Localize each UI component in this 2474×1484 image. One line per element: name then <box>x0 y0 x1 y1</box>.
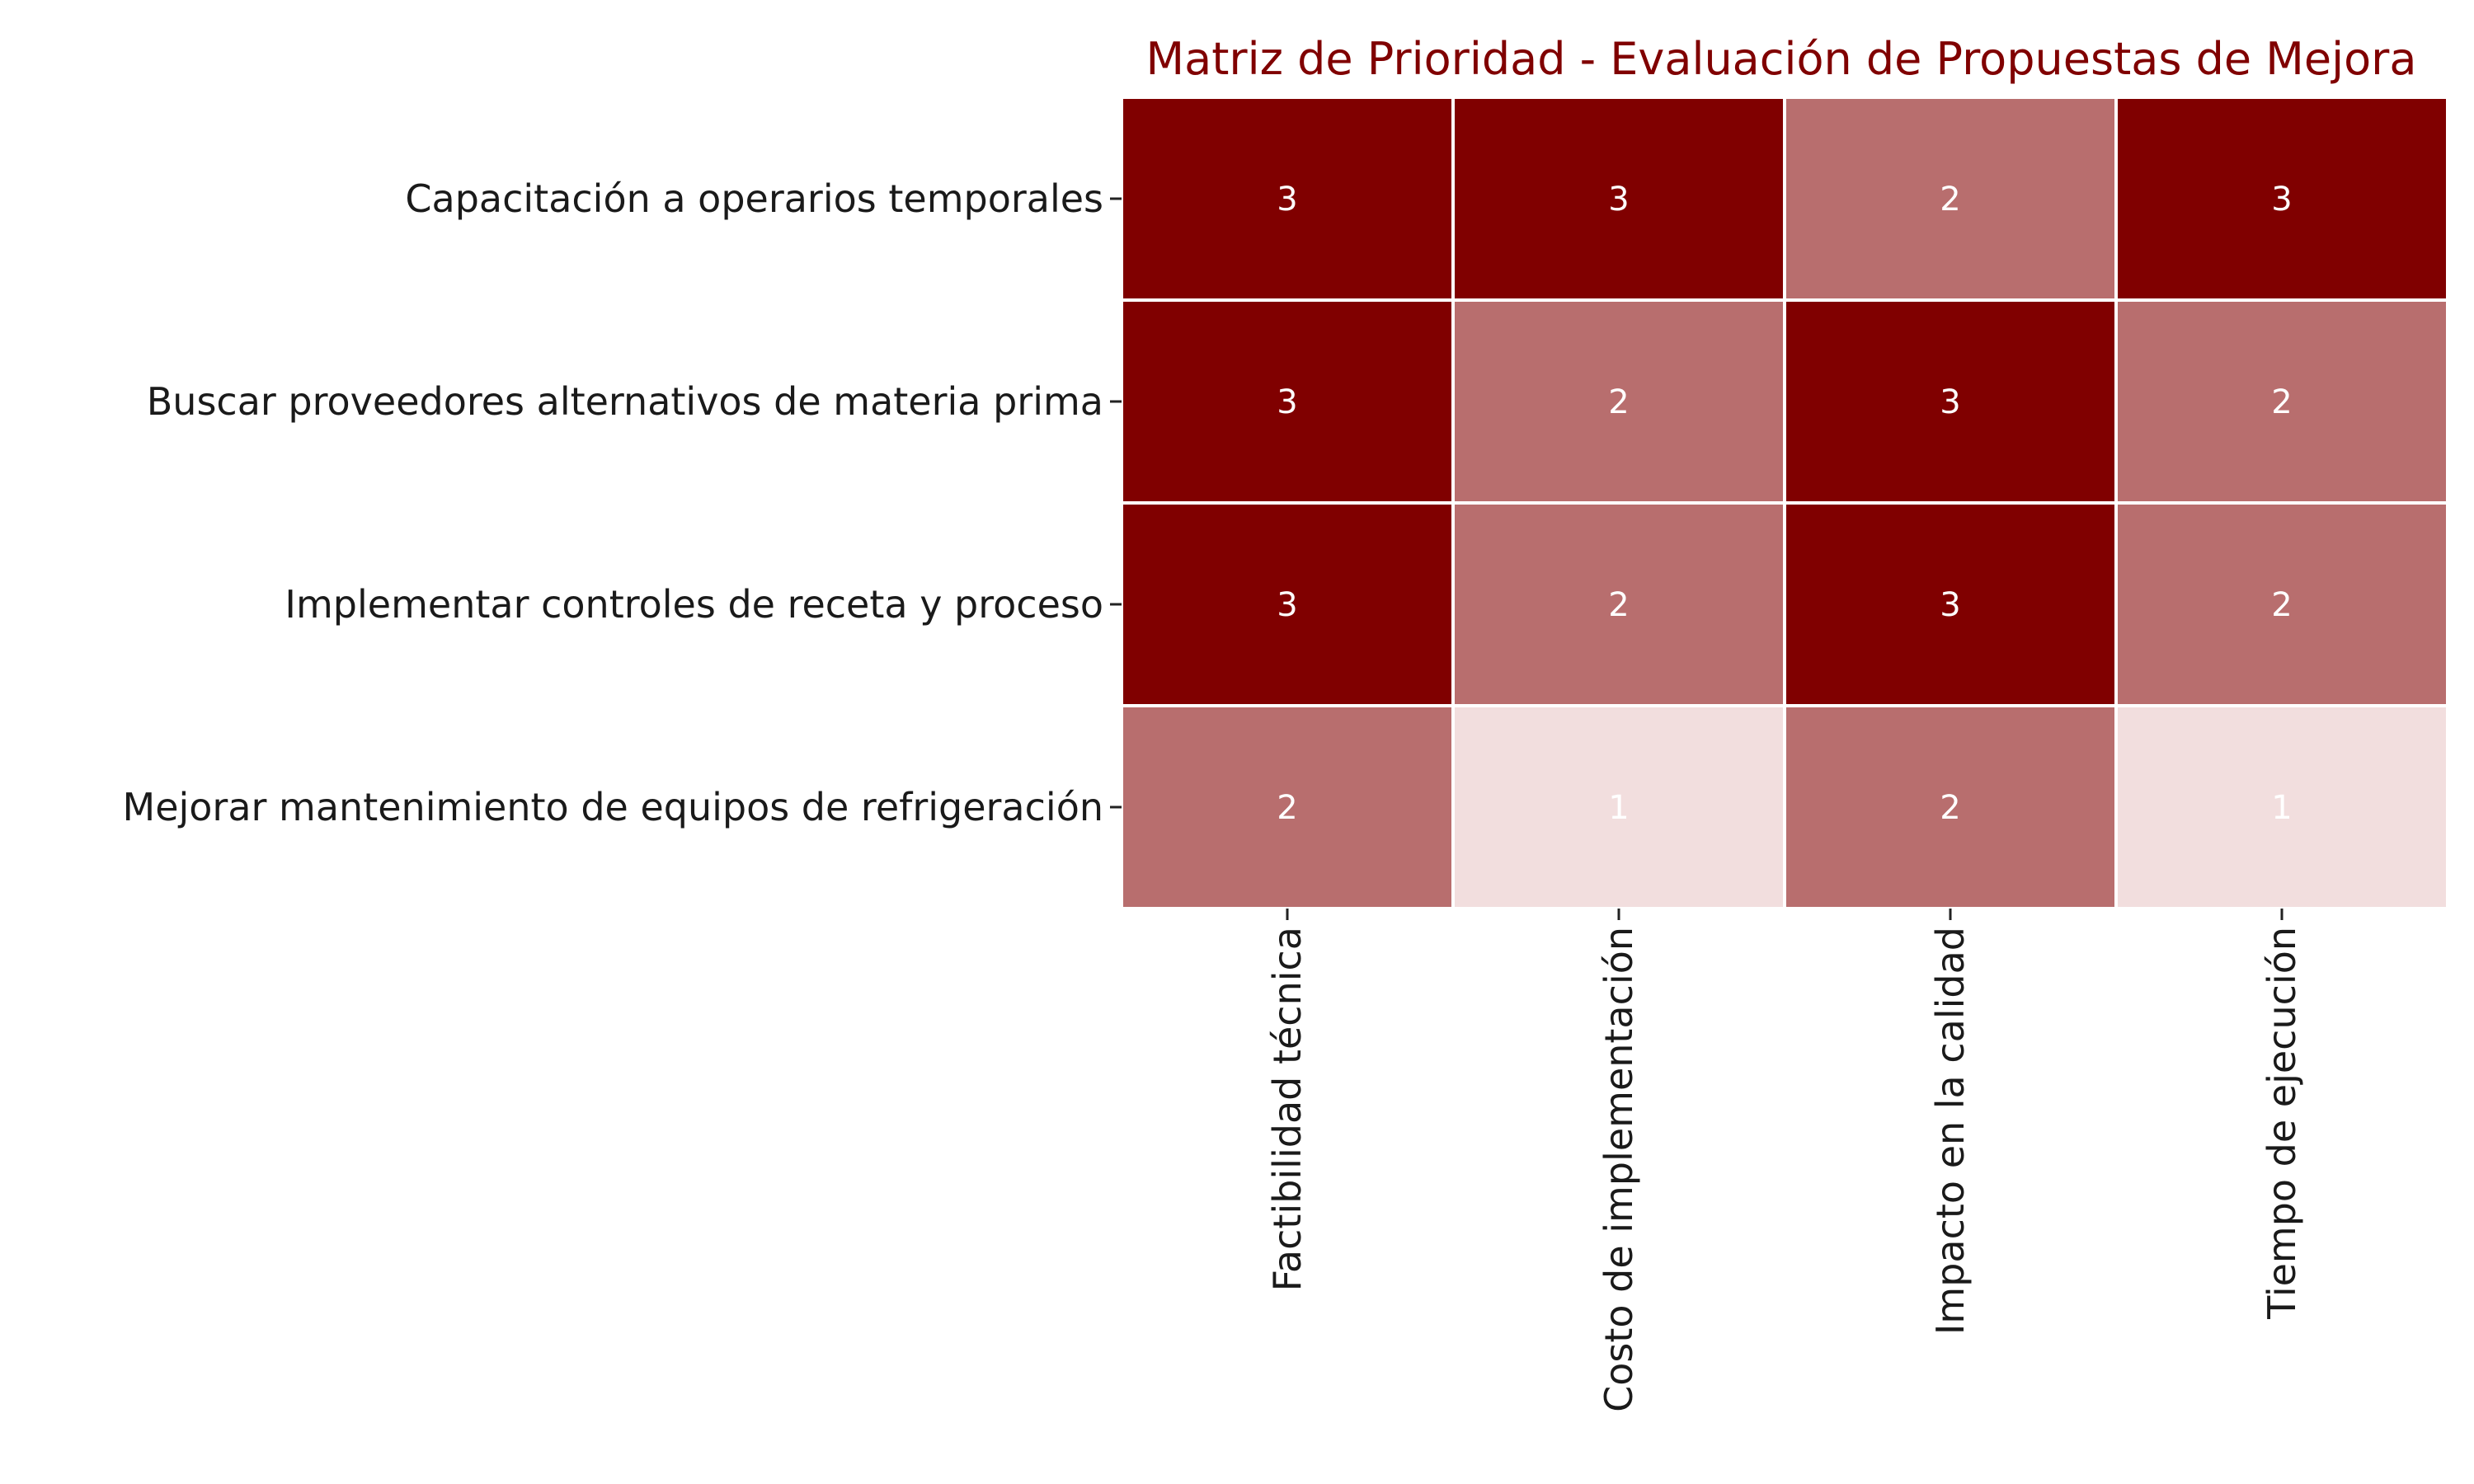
heatmap-cell <box>1451 96 1786 302</box>
heatmap-cell <box>1120 704 1455 910</box>
chart-title: Matriz de Prioridad - Evaluación de Prop… <box>1146 33 2417 85</box>
heatmap-cell <box>2114 96 2449 302</box>
cell-value-label: 3 <box>2271 181 2292 218</box>
y-tick-label: Capacitación a operarios temporales <box>405 176 1103 221</box>
y-tick-label: Buscar proveedores alternativos de mater… <box>147 379 1103 424</box>
cell-value-label: 3 <box>1277 181 1297 218</box>
cell-value-label: 2 <box>2271 383 2292 421</box>
x-axis: Factibilidad técnica Costo de implementac… <box>1265 909 2304 1412</box>
y-tick-label: Mejorar mantenimiento de equipos de refr… <box>123 785 1104 829</box>
heatmap-cell <box>1451 704 1786 910</box>
cell-value-label: 2 <box>2271 586 2292 624</box>
heatmap-cell <box>1120 298 1455 505</box>
cell-value-label: 1 <box>2271 789 2292 827</box>
heatmap-cells <box>1120 96 2449 910</box>
y-tick-label: Implementar controles de receta y proces… <box>285 582 1103 627</box>
cell-value-label: 2 <box>1608 586 1629 624</box>
cell-value-label: 2 <box>1277 789 1297 827</box>
heatmap-cell <box>2114 298 2449 505</box>
cell-value-label: 2 <box>1940 181 1960 218</box>
x-tick-label: Tiempo de ejecución <box>2260 927 2304 1320</box>
cell-value-label: 3 <box>1940 383 1960 421</box>
x-tick-label: Costo de implementación <box>1597 927 1641 1412</box>
cell-value-label: 3 <box>1277 383 1297 421</box>
cell-value-label: 2 <box>1940 789 1960 827</box>
cell-value-label: 1 <box>1608 789 1629 827</box>
heatmap-cell-labels: 3 3 2 3 3 2 3 2 3 2 3 2 2 1 2 1 <box>1277 181 2292 827</box>
cell-value-label: 3 <box>1608 181 1629 218</box>
heatmap-cell <box>2114 501 2449 707</box>
x-tick-label: Factibilidad técnica <box>1265 927 1310 1291</box>
cell-value-label: 2 <box>1608 383 1629 421</box>
heatmap-cell <box>1451 298 1786 505</box>
cell-value-label: 3 <box>1940 586 1960 624</box>
y-axis: Capacitación a operarios temporales Busca… <box>123 176 1122 829</box>
heatmap-cell <box>1451 501 1786 707</box>
heatmap-cell <box>1783 96 2118 302</box>
x-tick-label: Impacto en la calidad <box>1928 927 1973 1335</box>
cell-value-label: 3 <box>1277 586 1297 624</box>
heatmap-cell <box>2114 704 2449 910</box>
heatmap-cell <box>1120 96 1455 302</box>
